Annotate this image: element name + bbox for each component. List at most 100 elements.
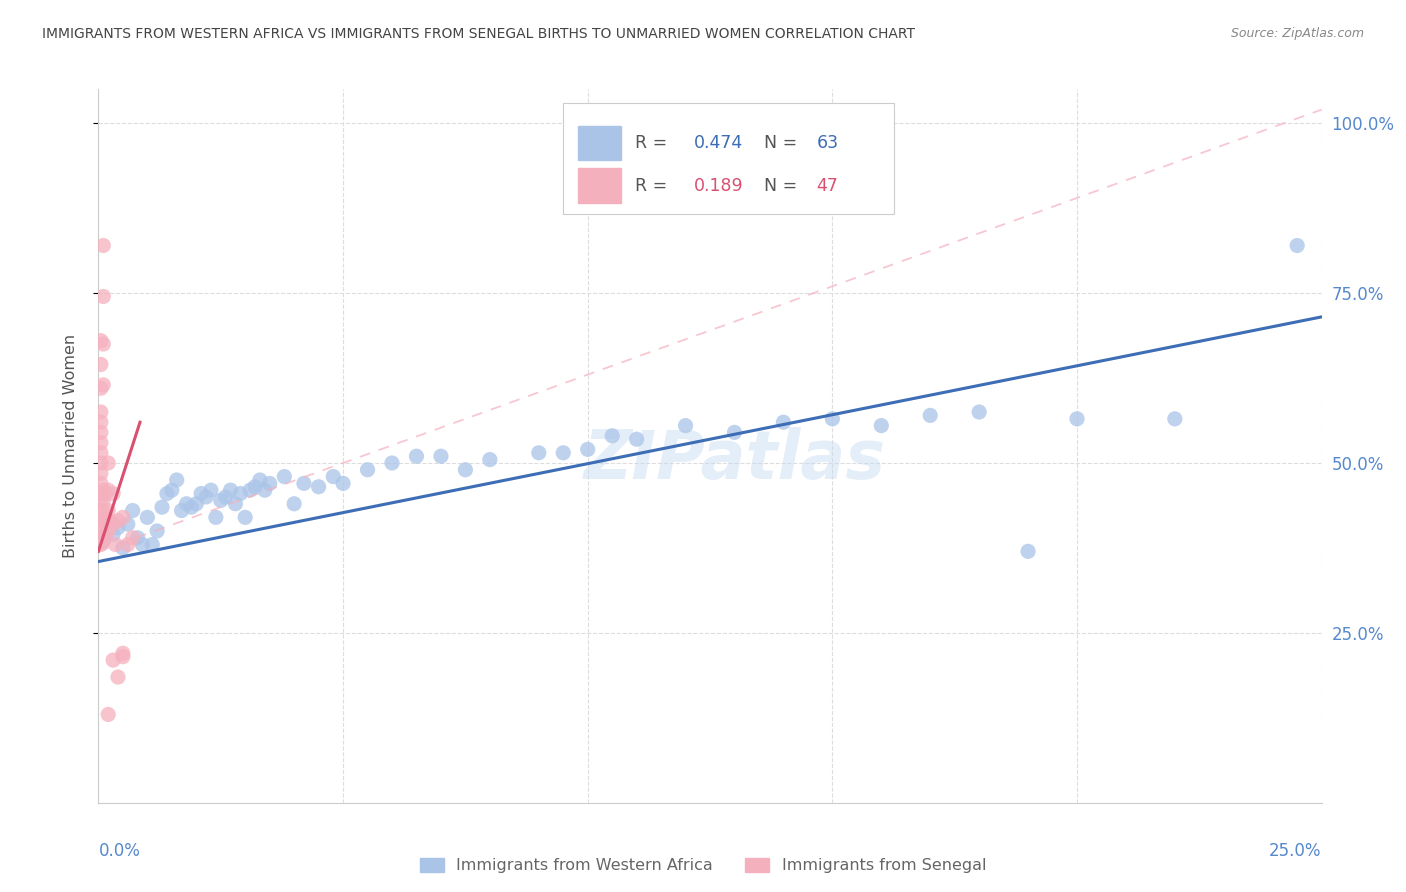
Point bbox=[405, 449, 427, 463]
Point bbox=[101, 486, 124, 500]
Point bbox=[91, 337, 114, 351]
Point bbox=[180, 500, 202, 515]
Point bbox=[90, 415, 112, 429]
Point bbox=[356, 463, 378, 477]
Point bbox=[527, 446, 550, 460]
Point bbox=[101, 527, 124, 541]
Point bbox=[772, 415, 794, 429]
Point bbox=[136, 510, 159, 524]
Point bbox=[190, 486, 212, 500]
Legend: Immigrants from Western Africa, Immigrants from Senegal: Immigrants from Western Africa, Immigran… bbox=[413, 851, 993, 880]
Point bbox=[200, 483, 222, 498]
Point bbox=[107, 670, 129, 684]
Point bbox=[90, 537, 112, 551]
Point bbox=[146, 524, 169, 538]
Point bbox=[91, 483, 114, 498]
Point bbox=[1066, 412, 1088, 426]
Text: 63: 63 bbox=[817, 134, 838, 152]
Point bbox=[478, 452, 501, 467]
Point bbox=[111, 646, 134, 660]
Point bbox=[243, 480, 266, 494]
Point bbox=[214, 490, 236, 504]
Point bbox=[91, 534, 114, 549]
Point bbox=[176, 497, 198, 511]
Point bbox=[117, 537, 139, 551]
Point bbox=[1286, 238, 1309, 252]
Point bbox=[141, 537, 163, 551]
Point bbox=[90, 466, 112, 480]
Point bbox=[91, 377, 114, 392]
Point bbox=[292, 476, 315, 491]
Point bbox=[224, 497, 246, 511]
Point bbox=[186, 497, 208, 511]
Point bbox=[104, 537, 127, 551]
Point bbox=[332, 476, 354, 491]
Point bbox=[101, 517, 124, 532]
Point bbox=[229, 486, 252, 500]
Bar bbox=[578, 126, 620, 160]
Text: 25.0%: 25.0% bbox=[1270, 842, 1322, 860]
Text: ZIPatlas: ZIPatlas bbox=[583, 427, 886, 493]
Point bbox=[131, 537, 153, 551]
Point bbox=[111, 649, 134, 664]
Point bbox=[166, 473, 188, 487]
Point bbox=[723, 425, 745, 440]
Point bbox=[90, 493, 112, 508]
Point bbox=[195, 490, 218, 504]
Text: N =: N = bbox=[763, 134, 803, 152]
Point bbox=[90, 514, 112, 528]
Point bbox=[121, 531, 143, 545]
Point bbox=[170, 503, 193, 517]
Point bbox=[107, 514, 129, 528]
Point bbox=[97, 514, 120, 528]
Point bbox=[249, 473, 271, 487]
Point bbox=[430, 449, 453, 463]
Point bbox=[121, 503, 143, 517]
Point bbox=[150, 500, 173, 515]
Point bbox=[91, 493, 114, 508]
Text: 47: 47 bbox=[817, 177, 838, 194]
Point bbox=[90, 435, 112, 450]
Point bbox=[239, 483, 262, 498]
Point bbox=[97, 456, 120, 470]
Point bbox=[600, 429, 623, 443]
Text: R =: R = bbox=[636, 134, 673, 152]
Point bbox=[821, 412, 844, 426]
Point bbox=[91, 238, 114, 252]
Point bbox=[90, 486, 112, 500]
Point bbox=[454, 463, 477, 477]
Point bbox=[90, 456, 112, 470]
Point bbox=[283, 497, 305, 511]
Point bbox=[308, 480, 330, 494]
Text: IMMIGRANTS FROM WESTERN AFRICA VS IMMIGRANTS FROM SENEGAL BIRTHS TO UNMARRIED WO: IMMIGRANTS FROM WESTERN AFRICA VS IMMIGR… bbox=[42, 27, 915, 41]
Text: 0.0%: 0.0% bbox=[98, 842, 141, 860]
Point bbox=[91, 524, 114, 538]
Point bbox=[259, 476, 281, 491]
Point bbox=[967, 405, 990, 419]
Point bbox=[160, 483, 183, 498]
Point bbox=[219, 483, 242, 498]
FancyBboxPatch shape bbox=[564, 103, 894, 214]
Point bbox=[97, 524, 120, 538]
Point bbox=[94, 486, 117, 500]
Point bbox=[675, 418, 697, 433]
Point bbox=[90, 381, 112, 395]
Text: Source: ZipAtlas.com: Source: ZipAtlas.com bbox=[1230, 27, 1364, 40]
Point bbox=[117, 517, 139, 532]
Point bbox=[97, 503, 120, 517]
Point bbox=[100, 514, 122, 528]
Point bbox=[91, 534, 114, 549]
Point bbox=[1164, 412, 1187, 426]
Point bbox=[322, 469, 344, 483]
Point bbox=[553, 446, 575, 460]
Point bbox=[97, 483, 120, 498]
Point bbox=[90, 334, 112, 348]
Point bbox=[107, 520, 129, 534]
Text: N =: N = bbox=[763, 177, 803, 194]
Point bbox=[90, 425, 112, 440]
Point bbox=[576, 442, 599, 457]
Point bbox=[90, 446, 112, 460]
Text: 0.474: 0.474 bbox=[695, 134, 744, 152]
Point bbox=[90, 503, 112, 517]
Bar bbox=[578, 169, 620, 202]
